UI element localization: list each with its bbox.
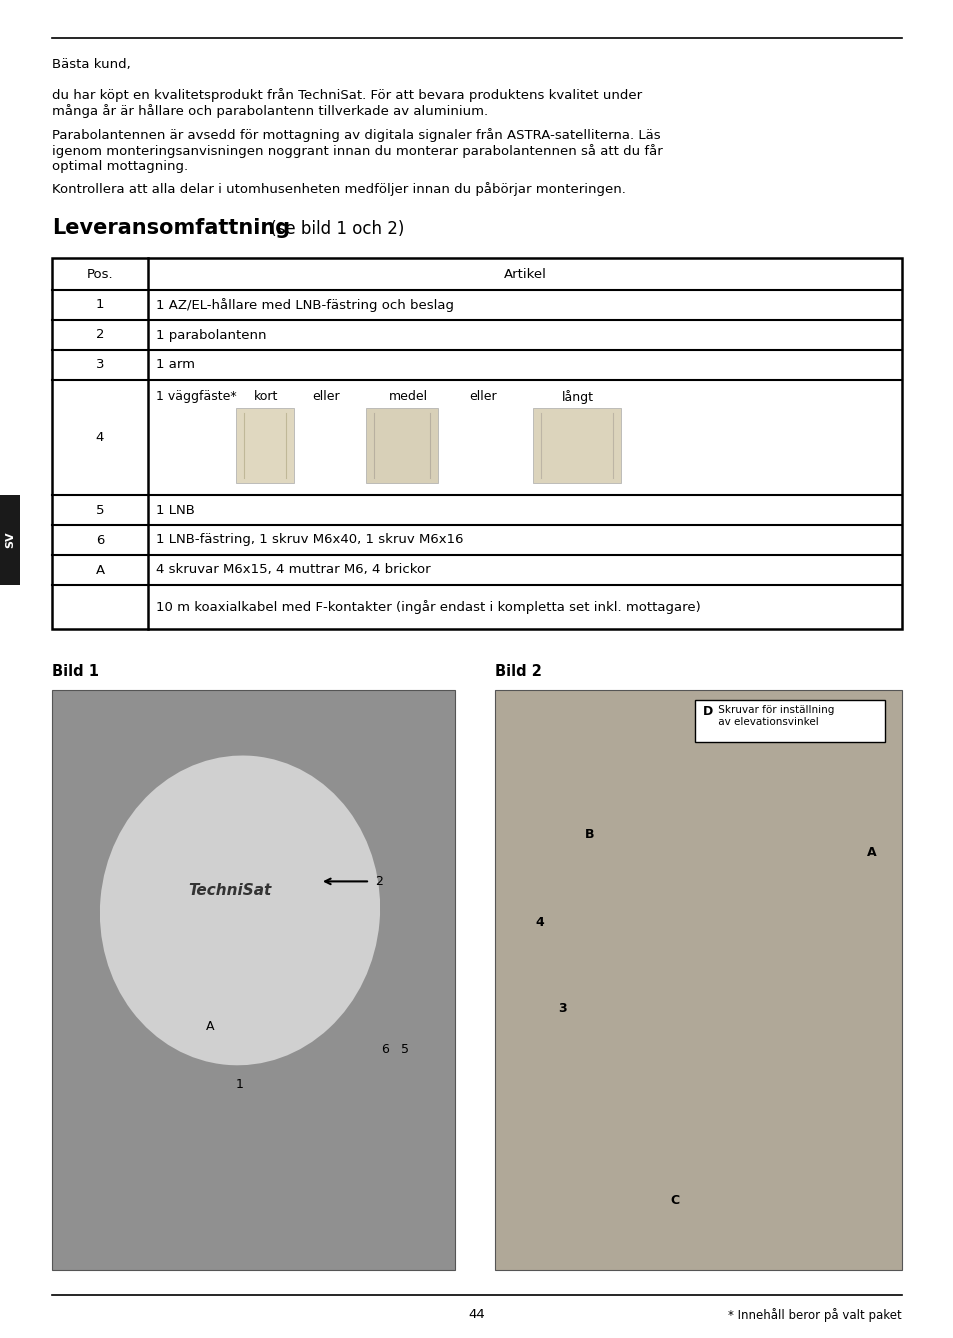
Text: A: A	[95, 563, 105, 577]
Text: medel: medel	[388, 389, 427, 403]
Text: 5: 5	[400, 1044, 409, 1056]
Text: 1: 1	[95, 298, 104, 312]
Text: 2: 2	[95, 329, 104, 341]
Text: 1 arm: 1 arm	[156, 359, 194, 372]
Text: B: B	[584, 828, 594, 842]
Text: 1 AZ/EL-hållare med LNB-fästring och beslag: 1 AZ/EL-hållare med LNB-fästring och bes…	[156, 298, 454, 312]
Text: SV: SV	[5, 531, 15, 549]
Bar	[366, 408, 437, 483]
Text: 3: 3	[558, 1002, 567, 1016]
Text: 10 m koaxialkabel med F-kontakter (ingår endast i kompletta set inkl. mottagare): 10 m koaxialkabel med F-kontakter (ingår…	[156, 599, 700, 614]
Text: 1 parabolantenn: 1 parabolantenn	[156, 329, 266, 341]
Text: 44: 44	[468, 1309, 485, 1321]
Text: 1 LNB: 1 LNB	[156, 503, 194, 516]
Text: 3: 3	[95, 359, 104, 372]
Text: eller: eller	[469, 389, 497, 403]
Text: C: C	[670, 1193, 679, 1207]
Text: långt: långt	[561, 389, 594, 404]
Text: 4: 4	[535, 915, 544, 929]
Text: A: A	[206, 1020, 214, 1033]
Bar	[52, 690, 455, 1270]
Bar	[695, 700, 884, 743]
Bar	[495, 690, 901, 1270]
Text: 2: 2	[375, 875, 382, 888]
Text: 6: 6	[95, 534, 104, 546]
Text: Leveransomfattning: Leveransomfattning	[52, 218, 290, 238]
Text: D: D	[702, 705, 713, 719]
Text: 4: 4	[95, 431, 104, 444]
Text: 1 LNB-fästring, 1 skruv M6x40, 1 skruv M6x16: 1 LNB-fästring, 1 skruv M6x40, 1 skruv M…	[156, 534, 463, 546]
Text: eller: eller	[312, 389, 339, 403]
Text: 6: 6	[380, 1044, 389, 1056]
Text: Pos.: Pos.	[87, 268, 113, 281]
Bar	[52, 258, 901, 629]
Text: Kontrollera att alla delar i utomhusenheten medföljer innan du påbörjar monterin: Kontrollera att alla delar i utomhusenhe…	[52, 182, 625, 195]
Text: Bild 2: Bild 2	[495, 664, 541, 678]
Text: 1 väggfäste*: 1 väggfäste*	[156, 389, 236, 403]
Text: * Innehåll beror på valt paket: * Innehåll beror på valt paket	[727, 1309, 901, 1322]
Text: A: A	[866, 846, 876, 859]
Bar	[533, 408, 620, 483]
Text: TechniSat: TechniSat	[188, 883, 272, 898]
Text: Parabolantennen är avsedd för mottagning av digitala signaler från ASTRA-satelli: Parabolantennen är avsedd för mottagning…	[52, 128, 662, 173]
Text: Artikel: Artikel	[503, 268, 546, 281]
Text: Bästa kund,: Bästa kund,	[52, 58, 131, 71]
Text: 5: 5	[95, 503, 104, 516]
Text: Bild 1: Bild 1	[52, 664, 99, 678]
Bar	[235, 408, 294, 483]
Text: du har köpt en kvalitetsprodukt från TechniSat. För att bevara produktens kvalit: du har köpt en kvalitetsprodukt från Tec…	[52, 88, 641, 118]
Text: Skruvar för inställning
 av elevationsvinkel: Skruvar för inställning av elevationsvin…	[714, 705, 834, 727]
Text: 4 skruvar M6x15, 4 muttrar M6, 4 brickor: 4 skruvar M6x15, 4 muttrar M6, 4 brickor	[156, 563, 430, 577]
Bar	[0, 495, 20, 585]
Ellipse shape	[100, 756, 379, 1065]
Text: kort: kort	[253, 389, 278, 403]
Text: (se bild 1 och 2): (se bild 1 och 2)	[265, 219, 404, 238]
Text: 1: 1	[235, 1078, 244, 1090]
